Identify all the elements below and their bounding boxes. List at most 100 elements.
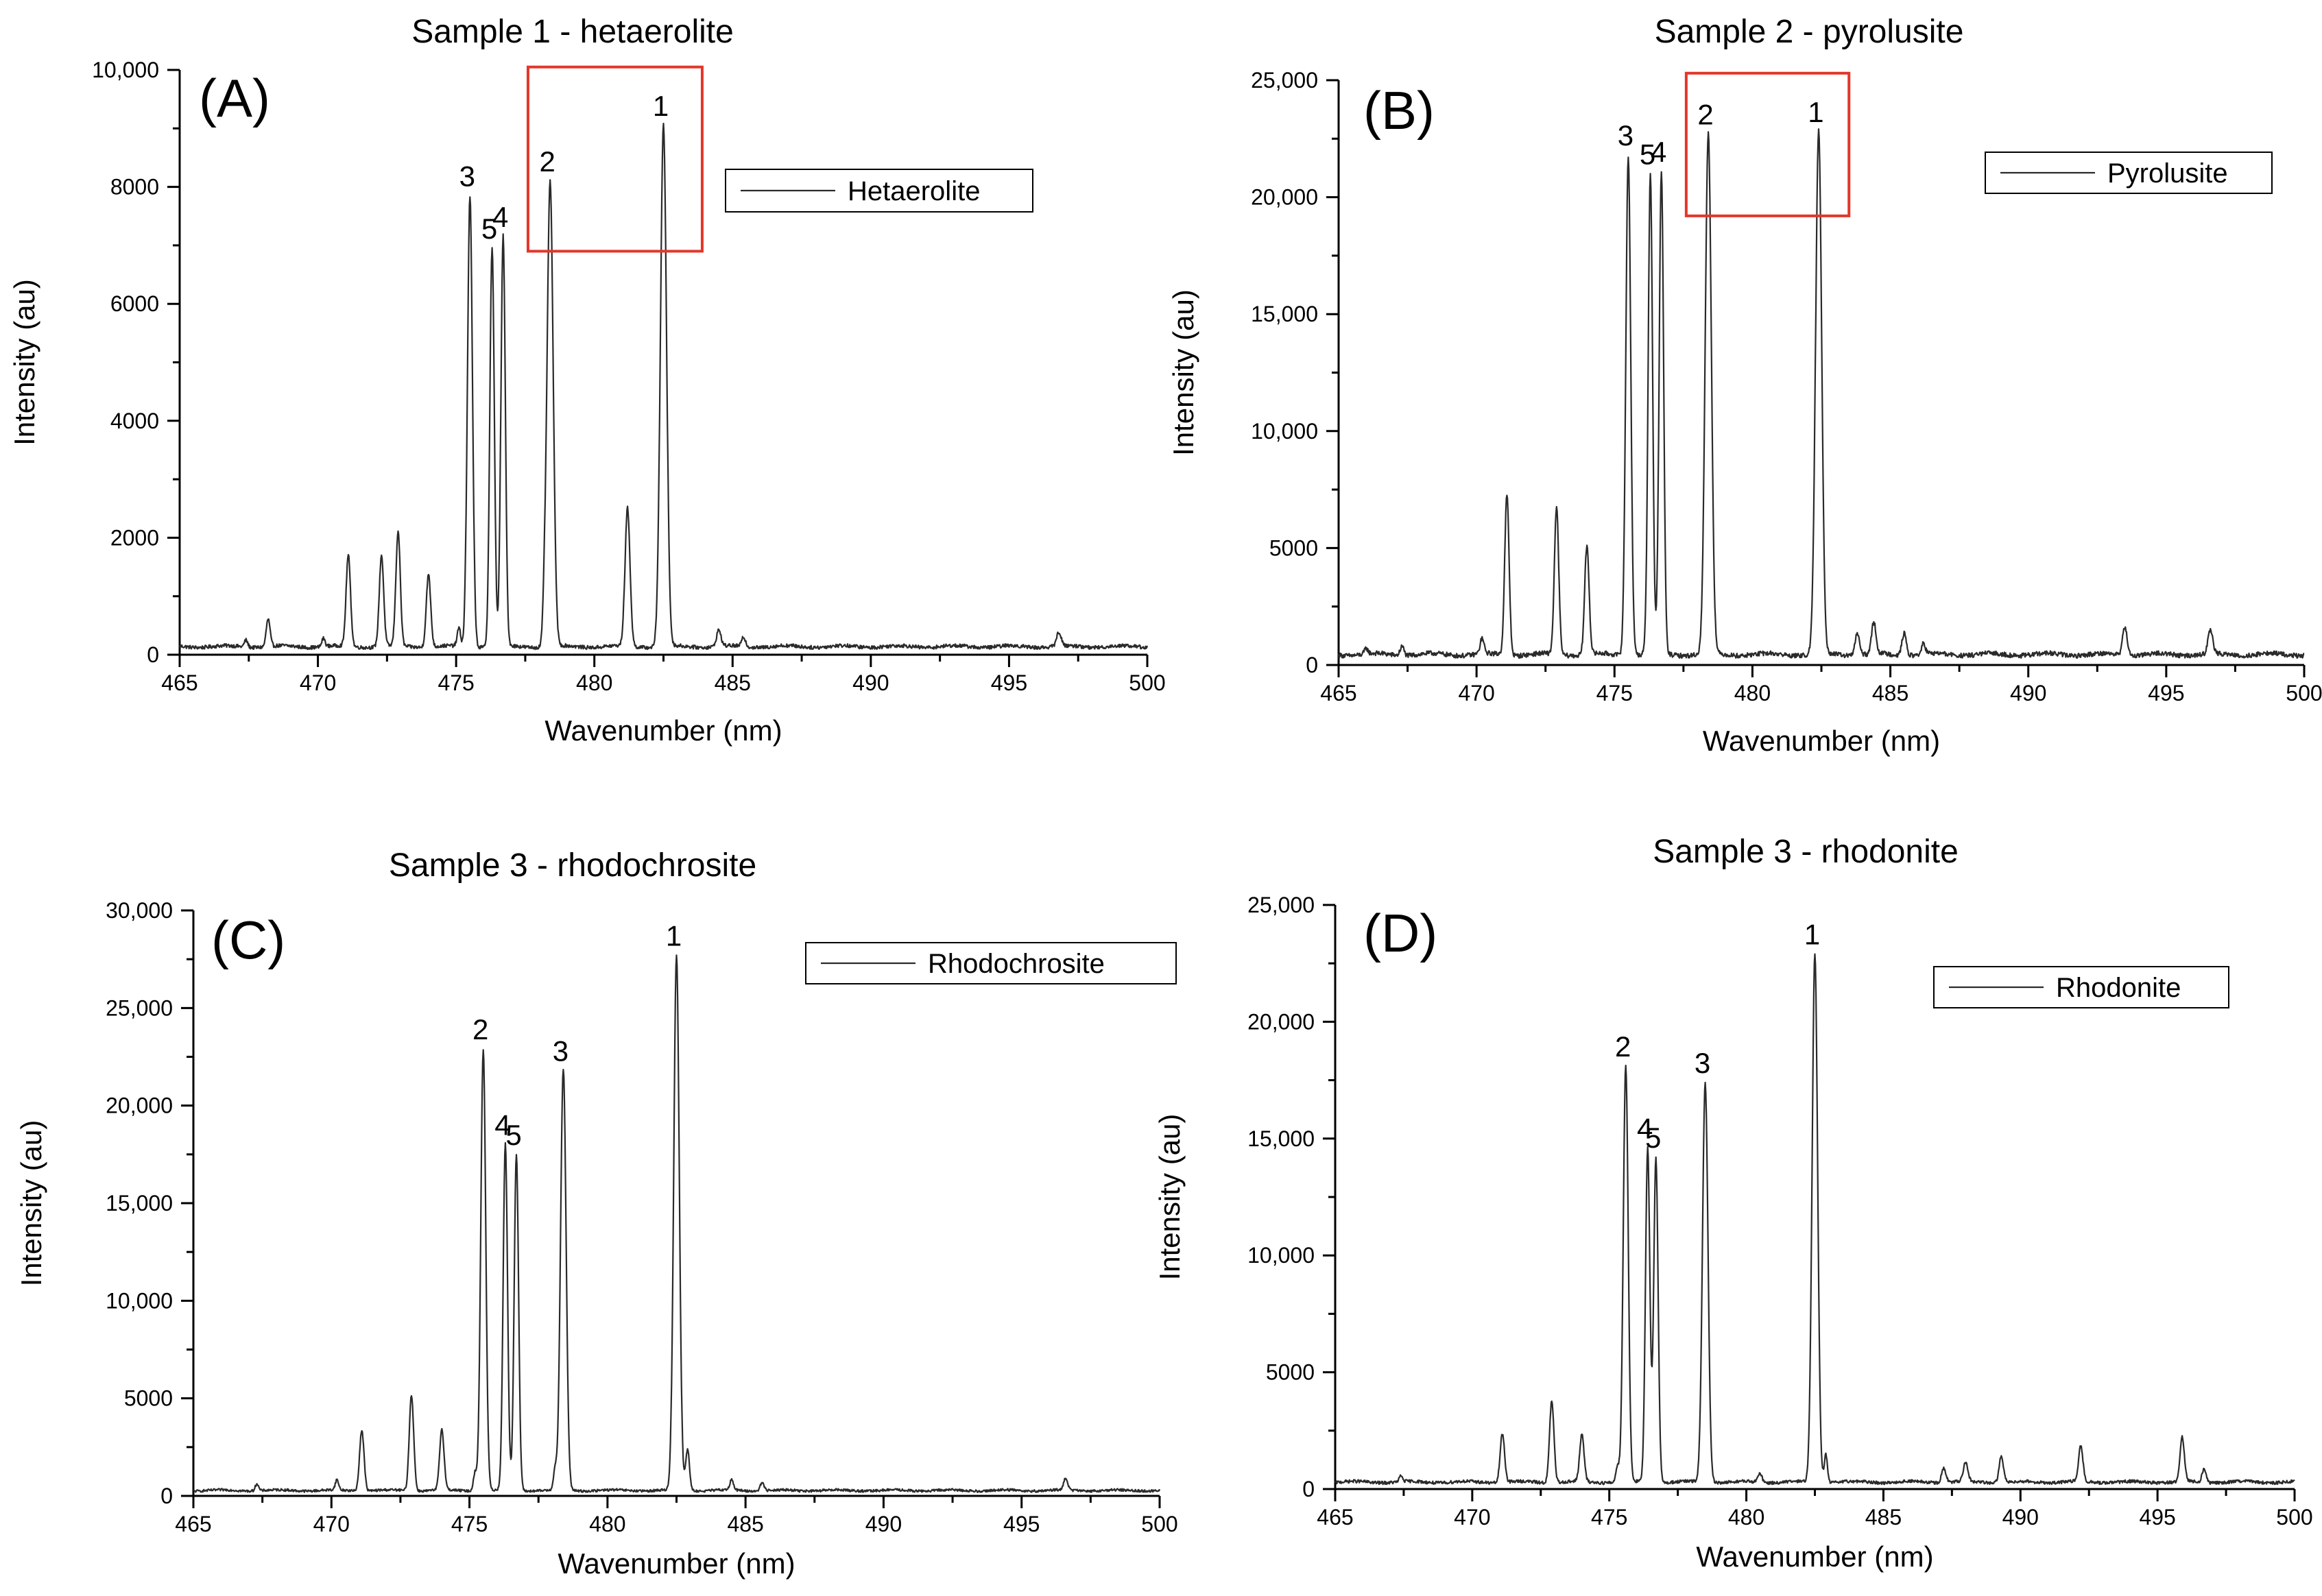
- y-tick-label: 20,000: [1247, 1009, 1315, 1034]
- peak-label: 4: [492, 201, 508, 233]
- chart-panel-a: Sample 1 - hetaerolite (A) 465 470 475 480 485…: [8, 14, 1166, 747]
- x-tick-label: 475: [1596, 681, 1633, 705]
- y-tick-label: 6000: [110, 291, 159, 316]
- x-tick-label: 475: [1591, 1505, 1627, 1530]
- y-tick-label: 5000: [1266, 1360, 1315, 1385]
- peak-label: 2: [1615, 1030, 1631, 1063]
- x-tick-label: 490: [2002, 1505, 2039, 1530]
- y-tick-label: 10,000: [106, 1288, 173, 1313]
- y-axis-title: Intensity (au): [1167, 289, 1199, 456]
- x-axis-title: Wavenumber (nm): [558, 1547, 795, 1580]
- y-tick-label: 30,000: [106, 898, 173, 923]
- peak-label: 3: [553, 1035, 568, 1067]
- x-tick-label: 485: [1872, 681, 1908, 705]
- x-tick-label: 470: [1458, 681, 1494, 705]
- x-tick-label: 495: [2139, 1505, 2175, 1530]
- y-tick-label: 25,000: [106, 995, 173, 1020]
- chart-legend: Hetaerolite: [725, 169, 1033, 213]
- chart-panel-d: Sample 3 - rhodonite (D) 465 470 475 480 485 49…: [1153, 834, 2313, 1573]
- peak-label: 5: [1640, 138, 1655, 170]
- x-tick-label: 465: [175, 1512, 211, 1536]
- x-tick-label: 480: [589, 1512, 625, 1536]
- x-tick-label: 465: [1317, 1505, 1353, 1530]
- peak-label: 1: [666, 919, 682, 952]
- chart-panel-c: Sample 3 - rhodochrosite (C) 465 470 475 480 4…: [15, 847, 1178, 1580]
- chart-legend: Rhodonite: [1933, 966, 2229, 1008]
- peak-label: 4: [1651, 136, 1666, 168]
- legend-label: Pyrolusite: [2107, 158, 2228, 189]
- peak-label: 3: [1695, 1047, 1710, 1079]
- peak-label: 2: [1697, 98, 1713, 130]
- panel-letter: (C): [211, 910, 285, 970]
- y-tick-label: 0: [160, 1484, 173, 1508]
- legend-label: Rhodochrosite: [928, 949, 1105, 979]
- chart-legend: Rhodochrosite: [805, 942, 1177, 984]
- x-tick-label: 465: [161, 670, 198, 695]
- x-axis-title: Wavenumber (nm): [1696, 1540, 1933, 1573]
- x-tick-label: 500: [2276, 1505, 2312, 1530]
- panel-letter: (B): [1363, 80, 1435, 141]
- x-tick-label: 485: [715, 670, 751, 695]
- y-tick-label: 10,000: [92, 58, 159, 82]
- y-tick-label: 2000: [110, 525, 159, 550]
- chart-legend: Pyrolusite: [1985, 152, 2273, 194]
- y-tick-label: 0: [1306, 653, 1318, 677]
- x-tick-label: 470: [313, 1512, 350, 1536]
- x-tick-label: 495: [991, 670, 1027, 695]
- y-tick-label: 10,000: [1247, 1243, 1315, 1268]
- y-tick-label: 15,000: [106, 1191, 173, 1216]
- x-tick-label: 480: [576, 670, 612, 695]
- y-tick-label: 20,000: [106, 1093, 173, 1118]
- peak-label: 5: [505, 1119, 521, 1151]
- spectrum-line: [193, 954, 1161, 1493]
- x-tick-label: 495: [2148, 681, 2184, 705]
- chart-panel-b: Sample 2 - pyrolusite (B) 465 470 475 480 485 4…: [1167, 14, 2322, 757]
- legend-label: Hetaerolite: [848, 176, 980, 206]
- peak-label: 4: [1637, 1112, 1653, 1144]
- peak-label: 1: [1808, 96, 1823, 128]
- peak-label: 3: [459, 160, 475, 192]
- x-tick-label: 485: [727, 1512, 763, 1536]
- legend-box: [1985, 152, 2273, 194]
- peak-label: 4: [494, 1109, 510, 1141]
- y-tick-label: 25,000: [1247, 893, 1315, 917]
- chart-title: Sample 1 - hetaerolite: [411, 14, 734, 50]
- peak-label: 1: [1804, 919, 1820, 951]
- x-axis-title: Wavenumber (nm): [544, 714, 782, 747]
- x-tick-label: 480: [1734, 681, 1771, 705]
- y-tick-label: 5000: [1269, 535, 1318, 560]
- x-tick-label: 475: [438, 670, 474, 695]
- panel-letter: (A): [199, 68, 270, 128]
- y-axis-title: Intensity (au): [15, 1120, 47, 1287]
- x-tick-label: 470: [300, 670, 336, 695]
- y-tick-label: 10,000: [1251, 419, 1318, 444]
- highlight-box: [1684, 71, 1851, 217]
- peak-label: 3: [1618, 119, 1633, 152]
- chart-title: Sample 3 - rhodonite: [1653, 834, 1959, 870]
- y-tick-label: 0: [147, 642, 159, 667]
- y-tick-label: 15,000: [1251, 302, 1318, 326]
- peak-label: 5: [481, 213, 497, 245]
- x-tick-label: 490: [852, 670, 889, 695]
- x-tick-label: 475: [451, 1512, 488, 1536]
- y-tick-label: 4000: [110, 409, 159, 433]
- legend-label: Rhodonite: [2056, 973, 2181, 1003]
- x-tick-label: 500: [1141, 1512, 1177, 1536]
- y-tick-label: 15,000: [1247, 1126, 1315, 1151]
- x-tick-label: 490: [2010, 681, 2046, 705]
- x-tick-label: 465: [1320, 681, 1356, 705]
- x-tick-label: 500: [2286, 681, 2322, 705]
- chart-title: Sample 3 - rhodochrosite: [389, 847, 756, 884]
- highlight-box: [526, 65, 704, 253]
- spectrum-line: [178, 123, 1149, 651]
- x-tick-label: 490: [865, 1512, 902, 1536]
- chart-title: Sample 2 - pyrolusite: [1655, 14, 1964, 50]
- y-tick-label: 25,000: [1251, 68, 1318, 93]
- x-tick-label: 480: [1728, 1505, 1764, 1530]
- y-tick-label: 20,000: [1251, 185, 1318, 210]
- y-tick-label: 0: [1302, 1477, 1315, 1501]
- spectrum-line: [1337, 128, 2305, 660]
- x-axis-title: Wavenumber (nm): [1703, 725, 1940, 757]
- y-axis-title: Intensity (au): [8, 279, 40, 446]
